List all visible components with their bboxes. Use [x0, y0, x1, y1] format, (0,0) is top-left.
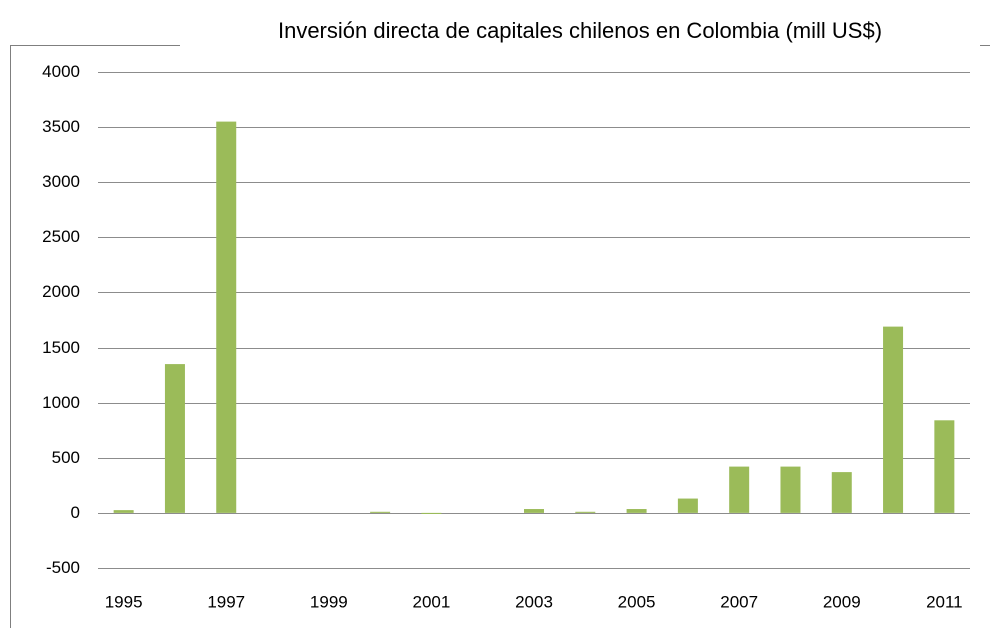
bar: [780, 466, 801, 513]
bar: [216, 121, 237, 513]
bar: [831, 472, 852, 513]
bar: [370, 511, 391, 513]
bar: [164, 364, 185, 513]
y-tick-label: 4000: [42, 62, 80, 81]
x-tick-label: 2003: [515, 592, 553, 611]
chart-title: Inversión directa de capitales chilenos …: [278, 18, 882, 43]
title-backdrop: [180, 14, 980, 46]
x-tick-label: 2007: [720, 592, 758, 611]
y-tick-label: 1500: [42, 338, 80, 357]
bar: [626, 509, 647, 513]
x-tick-label: 2011: [926, 592, 963, 611]
bar: [883, 326, 904, 513]
y-tick-label: 3000: [42, 172, 80, 191]
y-tick-label: 0: [71, 503, 80, 522]
y-tick-label: 2000: [42, 282, 80, 301]
bar: [934, 420, 955, 513]
bar: [677, 498, 698, 513]
bar: [524, 509, 544, 513]
x-tick-label: 2001: [412, 592, 450, 611]
x-tick-label: 2005: [618, 592, 656, 611]
y-tick-label: 500: [52, 448, 80, 467]
y-tick-label: 3500: [42, 117, 80, 136]
y-tick-label: 1000: [42, 393, 80, 412]
x-tick-label: 2009: [823, 592, 861, 611]
y-tick-label: 2500: [42, 227, 80, 246]
chart-frame: [10, 45, 990, 628]
x-tick-label: 1999: [310, 592, 348, 611]
x-tick-label: 1997: [207, 592, 245, 611]
bar: [729, 466, 750, 513]
bar: [113, 510, 134, 513]
bar: [421, 512, 442, 514]
x-tick-label: 1995: [105, 592, 143, 611]
bar: [575, 511, 596, 513]
y-tick-label: -500: [46, 558, 80, 577]
